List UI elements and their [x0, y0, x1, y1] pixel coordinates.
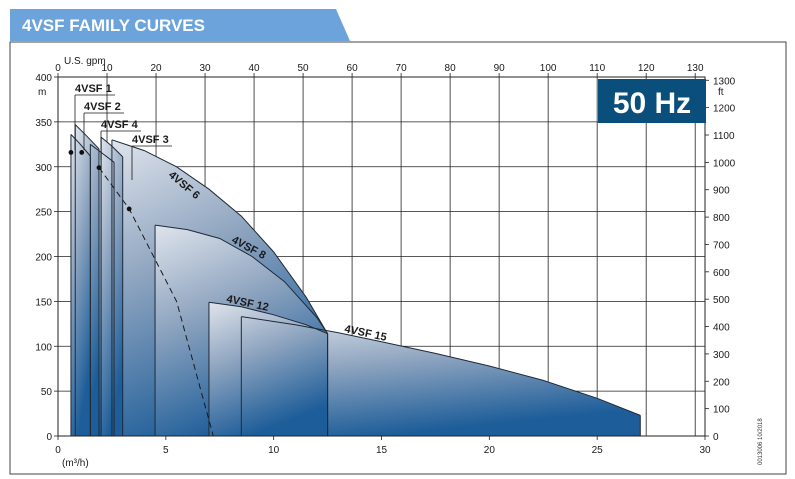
bep-marker	[79, 149, 85, 155]
curve-line	[155, 224, 329, 334]
bep-marker	[126, 206, 132, 212]
tick-label-x2: 10	[101, 63, 113, 74]
tick-label-x: 10	[268, 445, 280, 456]
bep-marker	[68, 149, 74, 155]
series-label: 4VSF 1	[75, 83, 112, 95]
tick-label-x2: 30	[199, 63, 211, 74]
tick-label-y2: 600	[713, 268, 730, 279]
tick-label-y2: 300	[713, 350, 730, 361]
tick-label-y: 200	[35, 253, 52, 264]
tick-label-y: 150	[35, 297, 52, 308]
tick-label-y: 100	[35, 342, 52, 353]
curve-line	[111, 139, 329, 334]
tick-label-x2: 40	[248, 63, 260, 74]
curve-area	[70, 134, 91, 436]
tick-label-x2: 110	[589, 63, 605, 74]
x2-axis-unit-label: U.S. gpm	[64, 56, 106, 67]
tick-label-x2: 20	[150, 63, 162, 74]
tick-label-y: 300	[35, 163, 52, 174]
frequency-badge-label: 50 Hz	[613, 87, 691, 120]
tick-label-y2: 1100	[713, 131, 735, 142]
y-axis-unit-label: m	[38, 87, 46, 98]
bep-marker	[96, 165, 102, 171]
tick-label-y2: 700	[713, 240, 730, 251]
frequency-badge	[598, 79, 706, 123]
axis-ticks: 0 10 20 30 40 50 60 70 80 90 100 110 120 130050100150…	[35, 63, 735, 456]
chart-title: 4VSF FAMILY CURVES	[22, 16, 205, 35]
curve-line	[74, 124, 100, 150]
tick-label-y2: 100	[713, 405, 730, 416]
tick-label-y: 400	[35, 73, 52, 84]
bep-markers	[68, 149, 214, 437]
tick-label-y: 0	[46, 432, 52, 443]
tick-label-x: 25	[592, 445, 604, 456]
tick-label-x2: 90	[494, 63, 506, 74]
tick-label-y2: 400	[713, 323, 730, 334]
curve-area	[241, 316, 641, 436]
curve-area	[209, 302, 328, 436]
tick-label-x: 0	[55, 445, 61, 456]
tick-label-x2: 70	[396, 63, 408, 74]
series-label: 4VSF 4	[101, 119, 139, 131]
title-band	[10, 9, 350, 41]
tick-label-x2: 80	[445, 63, 457, 74]
tick-label-y2: 1300	[713, 76, 736, 87]
y2-axis-unit-label: ft	[718, 87, 724, 98]
series-label: 4VSF 2	[84, 101, 121, 113]
reference-code: 0013006 10/2018	[758, 418, 764, 465]
tick-label-x2: 100	[540, 63, 557, 74]
series-label: 4VSF 3	[132, 134, 169, 146]
tick-label-y: 350	[35, 118, 52, 129]
tick-label-x2: 60	[347, 63, 359, 74]
curve-line	[241, 316, 641, 416]
tick-label-x: 15	[376, 445, 388, 456]
tick-label-y2: 900	[713, 186, 730, 197]
tick-label-x2: 120	[638, 63, 655, 74]
tick-label-y2: 800	[713, 213, 730, 224]
x-axis-unit-label: (m³/h)	[62, 458, 89, 469]
tick-label-y: 50	[41, 387, 53, 398]
tick-label-x: 5	[163, 445, 169, 456]
curve-lines	[70, 124, 641, 436]
tick-label-x2: 130	[687, 63, 704, 74]
bep-line	[98, 167, 214, 437]
tick-label-y2: 500	[713, 295, 730, 306]
tick-label-x: 30	[699, 445, 711, 456]
tick-label-y2: 0	[713, 432, 719, 443]
plot-border	[57, 76, 706, 437]
tick-label-y2: 1000	[713, 158, 736, 169]
tick-label-y2: 1200	[713, 104, 736, 115]
curve-line	[208, 301, 328, 335]
tick-label-y: 250	[35, 208, 52, 219]
tick-label-x2: 50	[298, 63, 310, 74]
tick-label-x: 20	[484, 445, 496, 456]
curve-line	[70, 134, 91, 157]
tick-label-x2: 0	[55, 63, 61, 74]
tick-label-y2: 200	[713, 377, 730, 388]
curve-line	[100, 136, 124, 158]
